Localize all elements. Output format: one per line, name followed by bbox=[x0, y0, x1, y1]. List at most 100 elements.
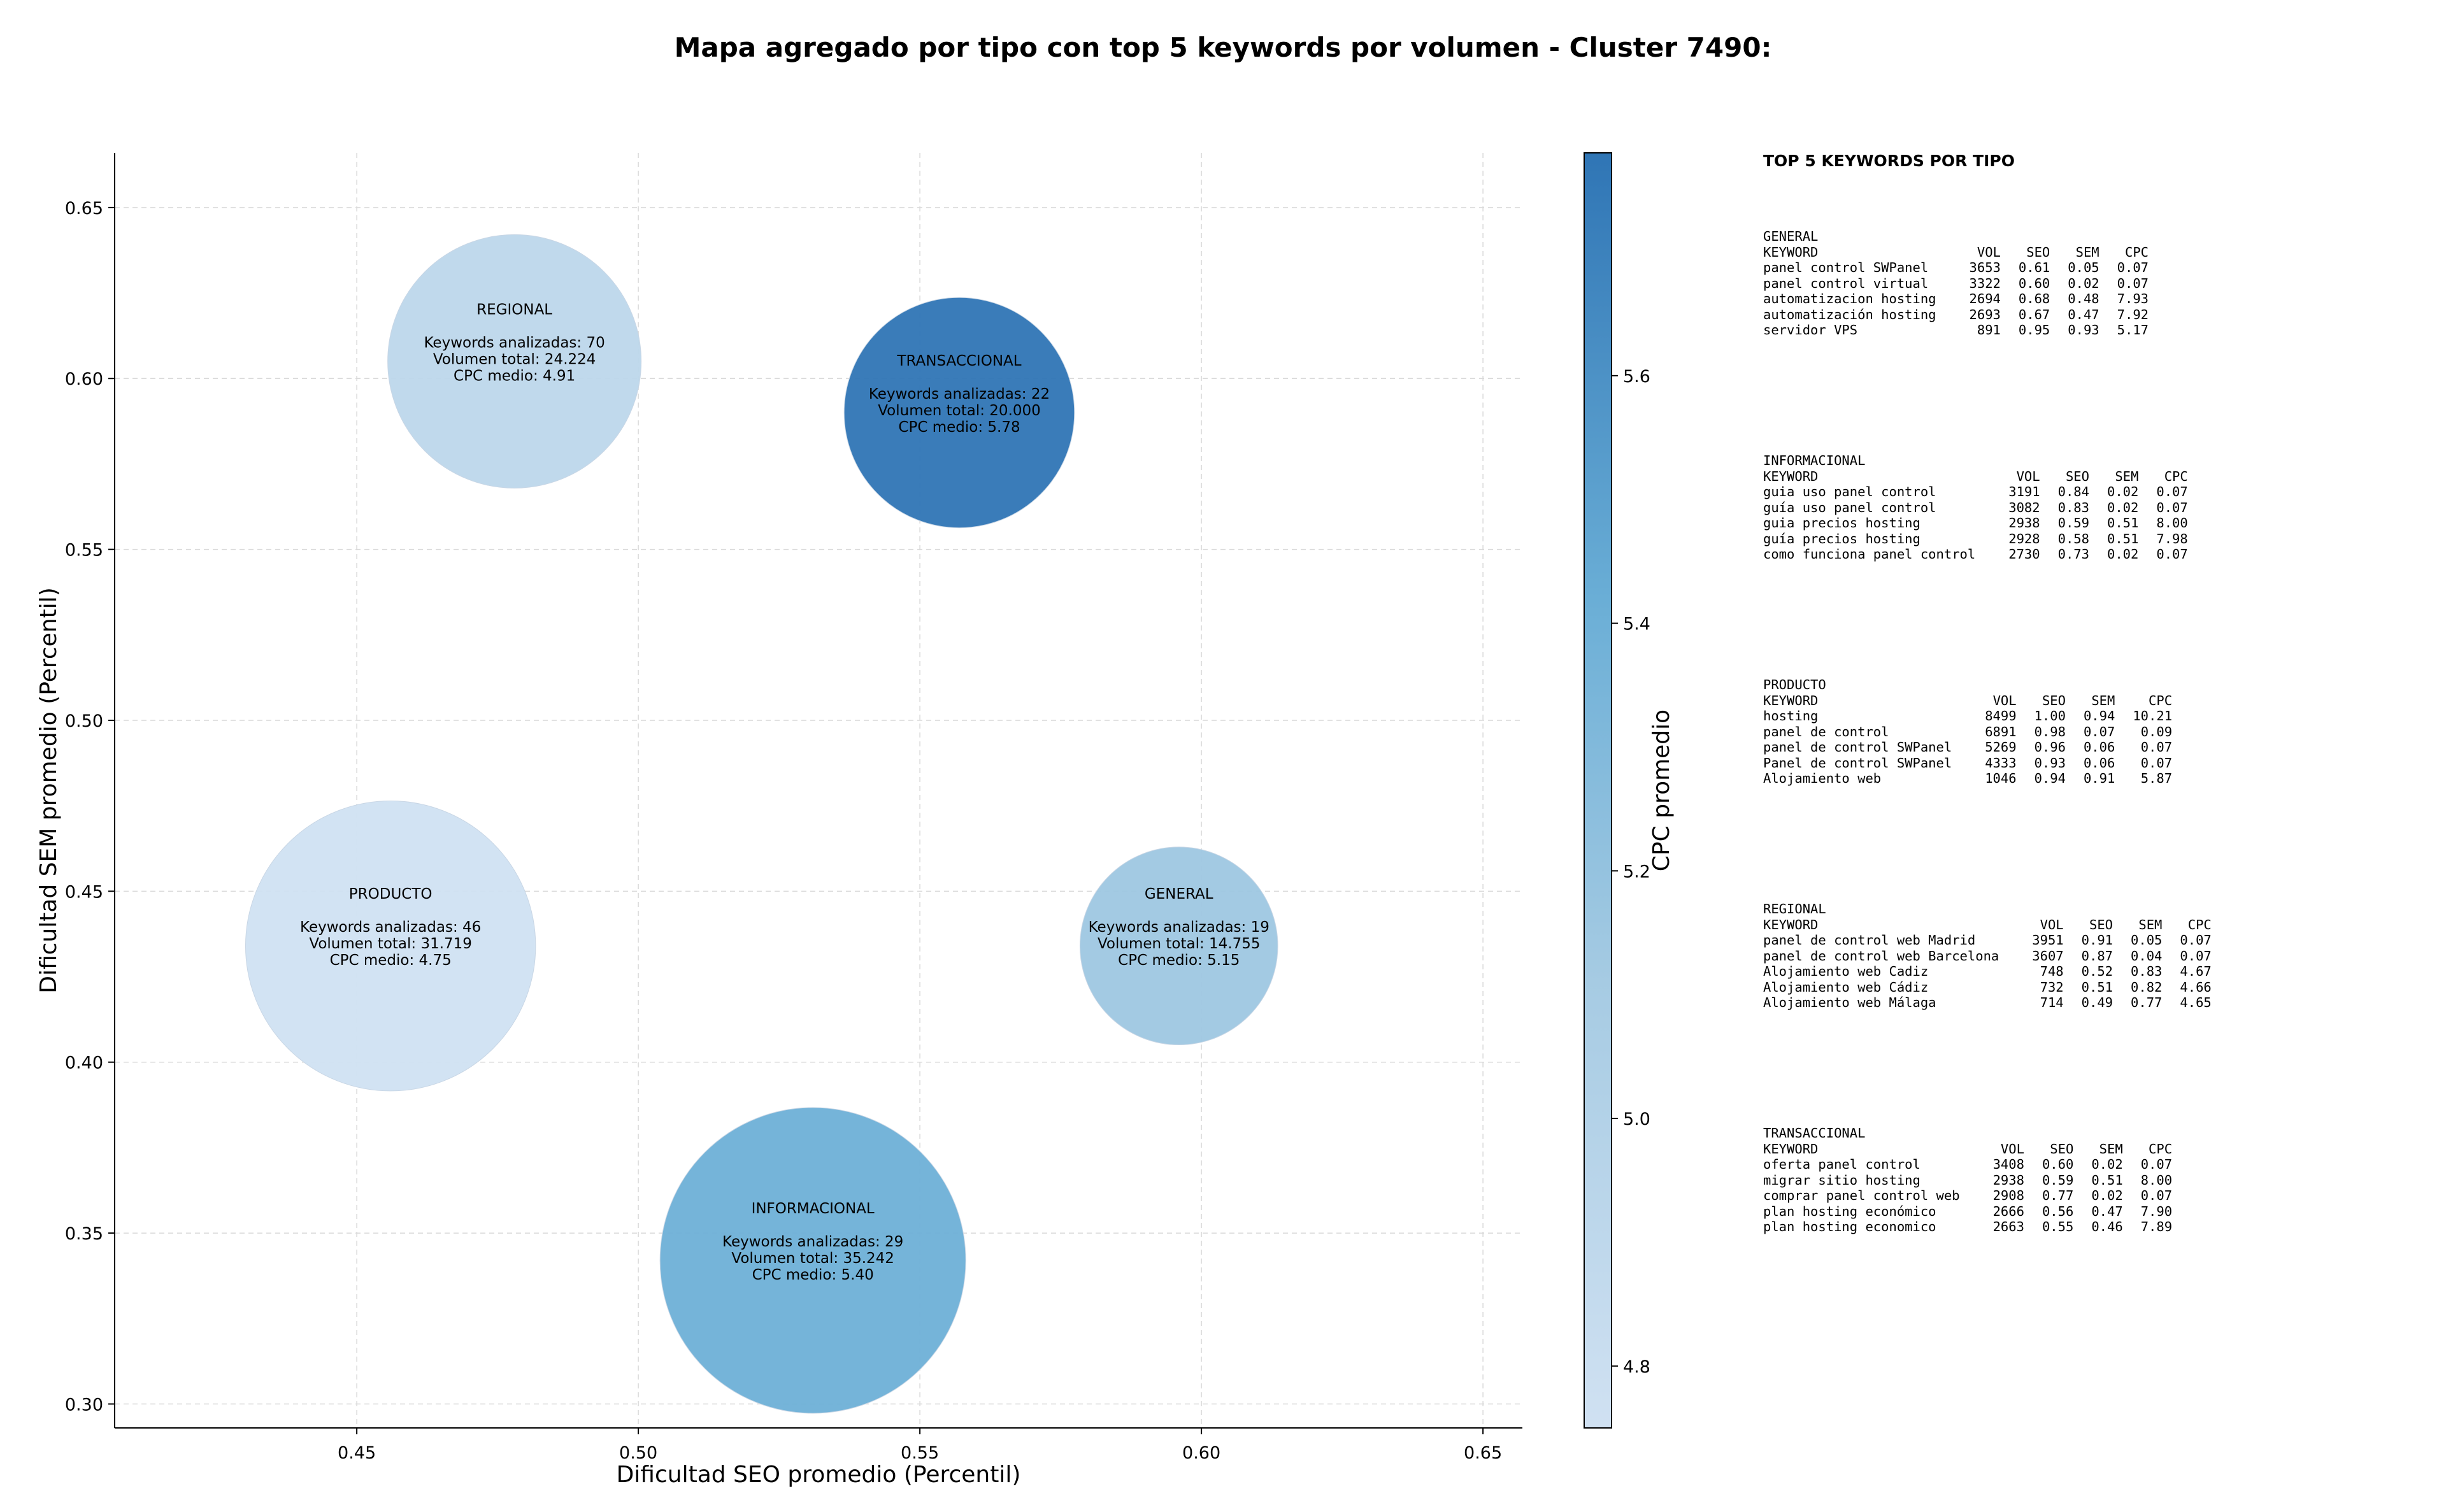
metric-cell: 0.49 bbox=[2081, 995, 2113, 1010]
bubble-volume-label: Volumen total: 14.755 bbox=[1098, 936, 1261, 952]
metric-cell: 3607 bbox=[2032, 948, 2064, 964]
colorbar-tick-label: 5.2 bbox=[1623, 862, 1650, 881]
column-header: VOL bbox=[2040, 916, 2064, 932]
keyword-table: KEYWORD VOL SEO SEM CPC oferta panel control 3… bbox=[1763, 1141, 2172, 1235]
metric-cell: 7.92 bbox=[2117, 306, 2149, 322]
metric-cell: 7.93 bbox=[2117, 291, 2149, 306]
keyword-row: guia uso panel control 3191 0.84 0.02 0.07 bbox=[1763, 484, 2188, 500]
keyword-row: automatización hosting 2693 0.67 0.47 7.92 bbox=[1763, 307, 2149, 323]
keyword-row: oferta panel control 3408 0.60 0.02 0.07 bbox=[1763, 1157, 2172, 1173]
keyword-table: KEYWORD VOL SEO SEM CPC hosting 8499 1.00 0.94 10… bbox=[1763, 693, 2172, 787]
keyword-cell: hosting bbox=[1763, 708, 1819, 724]
bubble-cpc-label: CPC medio: 5.15 bbox=[1118, 952, 1240, 969]
colorbar-tick-label: 5.0 bbox=[1623, 1109, 1650, 1129]
column-header: SEO bbox=[2089, 916, 2113, 932]
bubble-volume-label: Volumen total: 20.000 bbox=[878, 403, 1041, 419]
metric-cell: 0.07 bbox=[2083, 724, 2115, 739]
bubble-type-label: TRANSACCIONAL bbox=[896, 353, 1021, 369]
keyword-cell: Alojamiento web Cádiz bbox=[1763, 979, 1929, 995]
metric-cell: 1046 bbox=[1985, 771, 2017, 786]
keyword-table: KEYWORD VOL SEO SEM CPC panel de control web … bbox=[1763, 917, 2212, 1011]
keyword-table-header: KEYWORD VOL SEO SEM CPC bbox=[1763, 917, 2212, 933]
bubble-volume-label: Volumen total: 35.242 bbox=[731, 1250, 894, 1267]
chart-title: Mapa agregado por tipo con top 5 keyword… bbox=[674, 32, 1772, 63]
metric-cell: 0.07 bbox=[2140, 755, 2173, 771]
metric-cell: 0.73 bbox=[2057, 546, 2089, 562]
metric-cell: 8.00 bbox=[2140, 1172, 2173, 1188]
column-header: CPC bbox=[2125, 244, 2149, 260]
bubble-cpc-label: CPC medio: 4.75 bbox=[330, 952, 452, 969]
bubble-regional bbox=[387, 234, 642, 489]
column-header: CPC bbox=[2149, 692, 2173, 708]
metric-cell: 0.67 bbox=[2018, 306, 2050, 322]
metric-cell: 0.51 bbox=[2081, 979, 2113, 995]
keyword-cell: plan hosting económico bbox=[1763, 1203, 1936, 1219]
metric-cell: 5269 bbox=[1985, 739, 2017, 755]
metric-cell: 3322 bbox=[1969, 275, 2001, 291]
bubble-cpc-label: CPC medio: 4.91 bbox=[454, 367, 575, 384]
metric-cell: 0.55 bbox=[2042, 1219, 2074, 1234]
metric-cell: 748 bbox=[2040, 964, 2064, 979]
metric-cell: 0.94 bbox=[2034, 771, 2066, 786]
y-tick-label: 0.60 bbox=[65, 369, 103, 389]
column-header: SEM bbox=[2091, 692, 2115, 708]
metric-cell: 0.04 bbox=[2131, 948, 2163, 964]
metric-cell: 0.07 bbox=[2156, 499, 2188, 515]
keyword-row: panel control SWPanel 3653 0.61 0.05 0.07 bbox=[1763, 260, 2149, 276]
metric-cell: 2938 bbox=[1992, 1172, 2024, 1188]
keyword-row: automatizacion hosting 2694 0.68 0.48 7.93 bbox=[1763, 291, 2149, 307]
keyword-group-title: REGIONAL bbox=[1763, 901, 1826, 916]
keyword-cell: panel de control SWPanel bbox=[1763, 739, 1952, 755]
panel-heading: TOP 5 KEYWORDS POR TIPO bbox=[1763, 152, 2015, 170]
metric-cell: 4.67 bbox=[2180, 964, 2212, 979]
bubble-keywords-label: Keywords analizadas: 46 bbox=[300, 919, 481, 936]
metric-cell: 0.02 bbox=[2068, 275, 2099, 291]
metric-cell: 0.77 bbox=[2131, 995, 2163, 1010]
column-header: SEO bbox=[2042, 692, 2066, 708]
bubble-cpc-label: CPC medio: 5.40 bbox=[752, 1267, 874, 1283]
metric-cell: 0.83 bbox=[2057, 499, 2089, 515]
metric-cell: 0.59 bbox=[2042, 1172, 2074, 1188]
keyword-group-title: TRANSACCIONAL bbox=[1763, 1125, 1866, 1141]
metric-cell: 6891 bbox=[1985, 724, 2017, 739]
keyword-table: KEYWORD VOL SEO SEM CPC guia uso panel contro… bbox=[1763, 469, 2188, 562]
bubble-type-label: PRODUCTO bbox=[349, 886, 433, 902]
metric-cell: 0.96 bbox=[2034, 739, 2066, 755]
keyword-table-header: KEYWORD VOL SEO SEM CPC bbox=[1763, 245, 2149, 260]
keyword-row: plan hosting económico 2666 0.56 0.47 7.90 bbox=[1763, 1204, 2172, 1220]
metric-cell: 2928 bbox=[2008, 531, 2040, 546]
metric-cell: 2666 bbox=[1992, 1203, 2024, 1219]
column-header: SEM bbox=[2099, 1141, 2123, 1157]
column-header: VOL bbox=[2016, 468, 2040, 484]
keyword-cell: como funciona panel control bbox=[1763, 546, 1976, 562]
metric-cell: 714 bbox=[2040, 995, 2064, 1010]
metric-cell: 0.07 bbox=[2140, 1157, 2173, 1172]
axes: 0.45 0.50 0.55 0.60 0.65 0.30 0.35 0.40 0.45 0.50… bbox=[36, 153, 1522, 1488]
metric-cell: 0.95 bbox=[2018, 322, 2050, 338]
colorbar-tick-label: 5.6 bbox=[1623, 367, 1650, 387]
colorbar-gradient bbox=[1584, 152, 1612, 1429]
keyword-row: panel de control 6891 0.98 0.07 0.09 bbox=[1763, 724, 2172, 740]
column-header: CPC bbox=[2164, 468, 2188, 484]
keyword-cell: comprar panel control web bbox=[1763, 1188, 1960, 1203]
keyword-cell: guía uso panel control bbox=[1763, 499, 1936, 515]
metric-cell: 0.47 bbox=[2091, 1203, 2123, 1219]
metric-cell: 0.94 bbox=[2083, 708, 2115, 724]
column-header: SEM bbox=[2138, 916, 2163, 932]
metric-cell: 0.07 bbox=[2140, 739, 2173, 755]
keyword-table-header: KEYWORD VOL SEO SEM CPC bbox=[1763, 469, 2188, 485]
metric-cell: 0.07 bbox=[2180, 932, 2212, 948]
bubble-general bbox=[1079, 846, 1278, 1046]
x-axis-label: Dificultad SEO promedio (Percentil) bbox=[617, 1462, 1021, 1488]
colorbar-label: CPC promedio bbox=[1649, 710, 1675, 871]
metric-cell: 0.07 bbox=[2140, 1188, 2173, 1203]
keyword-row: plan hosting economico 2663 0.55 0.46 7.89 bbox=[1763, 1219, 2172, 1235]
keyword-cell: automatizacion hosting bbox=[1763, 291, 1936, 306]
metric-cell: 0.61 bbox=[2018, 260, 2050, 275]
column-header: CPC bbox=[2149, 1141, 2173, 1157]
metric-cell: 5.87 bbox=[2140, 771, 2173, 786]
column-header: KEYWORD bbox=[1763, 244, 1819, 260]
metric-cell: 0.93 bbox=[2068, 322, 2099, 338]
column-header: SEM bbox=[2115, 468, 2139, 484]
keyword-table: KEYWORD VOL SEO SEM CPC panel control SWPanel… bbox=[1763, 245, 2149, 338]
